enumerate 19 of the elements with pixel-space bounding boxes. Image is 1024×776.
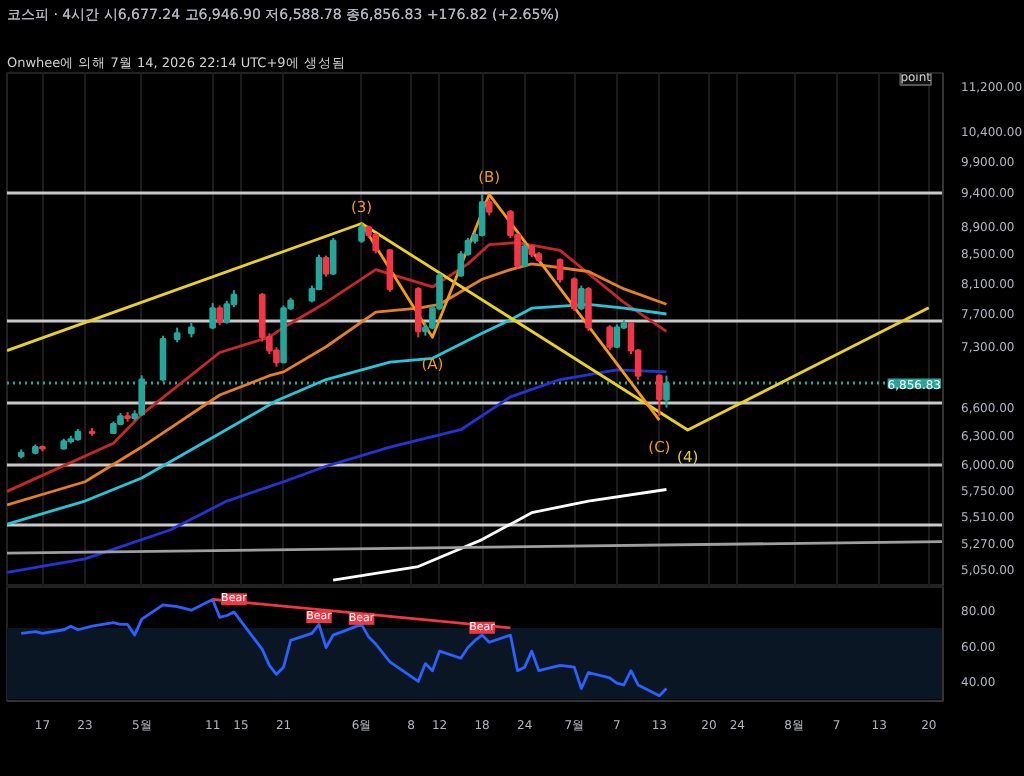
line-series xyxy=(19,598,668,698)
candlestick xyxy=(414,286,422,339)
candlestick xyxy=(478,193,486,238)
line-series xyxy=(7,368,668,574)
candlestick xyxy=(585,286,592,332)
candlestick xyxy=(358,222,365,244)
candlestick xyxy=(606,324,614,351)
candlestick xyxy=(322,254,330,278)
candlestick xyxy=(216,304,224,327)
candlestick xyxy=(372,232,380,255)
candlestick xyxy=(656,373,663,417)
candlestick xyxy=(209,302,216,331)
candlestick xyxy=(578,284,585,312)
candlestick xyxy=(556,257,564,284)
candlestick xyxy=(570,276,578,312)
candlestick xyxy=(329,236,337,277)
line-series xyxy=(7,302,668,526)
line-series xyxy=(331,488,668,582)
candlestick xyxy=(386,248,394,293)
